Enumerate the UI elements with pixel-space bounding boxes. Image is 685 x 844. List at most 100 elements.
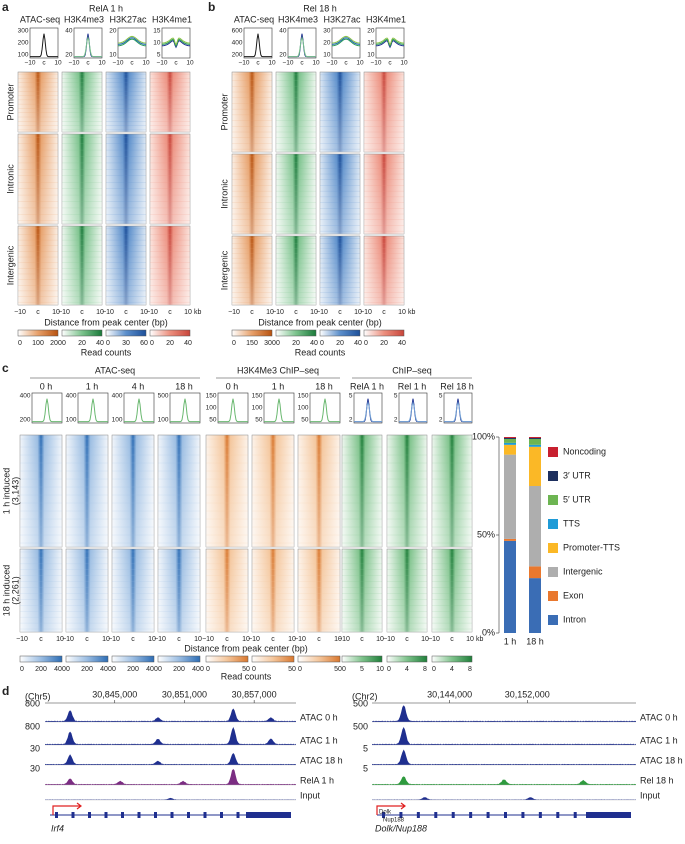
profile-y-tick: 2 [439,417,443,424]
colorbar-tick: 300 [264,340,276,347]
track-name: Input [640,790,661,800]
x-unit: kb [408,309,416,316]
heatmap-fade [364,154,404,234]
profile-y-tick: 5 [439,393,443,400]
y-tick-label: 0% [482,627,495,637]
profile-y-tick: 20 [279,52,287,59]
x-tick: −10 [62,636,74,643]
gene-exon [399,812,403,818]
x-tick: c [382,309,386,316]
colorbar-tick: 50 [242,666,250,673]
x-axis-label: Distance from peak center (bp) [184,643,308,653]
gene-exon [586,812,631,818]
heatmap-fade [276,236,316,305]
track-signal [372,776,636,785]
row-label: 1 h induced [1,468,11,515]
profile-y-tick: 20 [323,40,331,47]
x-tick: c [294,309,298,316]
profile-line [218,398,248,423]
colorbar-tick: 8 [423,666,427,673]
x-tick: c [80,309,84,316]
colorbar-tick: 40 [310,340,318,347]
bar-segment [504,438,516,443]
profile-x-tick: −10 [238,60,249,67]
x-tick: −10 [102,309,114,316]
profile-y-tick: 15 [153,28,161,35]
x-tick: −10 [428,636,440,643]
profile-box [29,27,59,59]
colorbar-tick: 20 [380,340,388,347]
colorbar [65,655,109,663]
colorbar-label: Read counts [295,347,346,357]
gene-exon [187,812,190,818]
panel-title: Rel 18 h [303,3,337,13]
column-title: H3K4me3 [64,14,104,24]
gene-exon [538,812,542,818]
colorbar-tick: 400 [192,666,204,673]
x-tick: −10 [294,636,306,643]
track-scale: 5 [363,743,368,753]
heatmap-fade [106,72,146,132]
track-name: Rel 18 h [640,775,674,785]
track-name: ATAC 18 h [300,755,343,765]
y-tick-label: 100% [472,431,495,441]
gene-exon [104,812,108,818]
column-title: 1 h [86,381,99,391]
row-label: Promoter [5,83,15,120]
gene-exon [246,812,291,818]
colorbar [205,655,249,663]
x-tick: −10 [58,309,70,316]
bar-segment [504,437,516,438]
profile-x-tick: c [130,60,134,67]
x-tick: 10 [140,309,148,316]
profile-x-tick: 10 [400,60,408,67]
track-name: ATAC 0 h [300,712,338,722]
heatmap-fade [276,72,316,152]
profile-y-tick: 2 [349,417,353,424]
heatmap-fade [150,72,190,132]
colorbar-tick: 30 [122,340,130,347]
column-title: H3K27ac [109,14,147,24]
colorbar-tick: 200 [127,666,139,673]
column-title: RelA 1 h [350,381,384,391]
heatmap-fade [298,435,340,547]
heatmap-fade [20,549,62,632]
track-scale: 500 [353,698,368,708]
heatmap-fade [276,154,316,234]
column-title: 0 h [226,381,239,391]
profile-x-tick: 10 [356,60,364,67]
x-tick: −10 [146,309,158,316]
gene-exon [504,812,507,818]
track-scale: 30 [30,743,40,753]
heatmap-fade [432,549,472,632]
y-tick-label: 50% [477,529,495,539]
coordinate-label: 30,851,000 [162,689,207,699]
colorbar-tick: 200 [35,666,47,673]
profile-box [375,27,405,59]
colorbar [19,655,63,663]
gene-exon [71,812,75,818]
profile-line [161,38,191,48]
colorbar [297,655,341,663]
profile-x-tick: c [300,60,304,67]
bar-segment [504,444,516,455]
colorbar-label: Read counts [221,671,272,681]
legend-swatch [548,567,558,577]
x-tick: c [124,309,128,316]
heatmap-fade [342,549,382,632]
profile-line [288,36,316,58]
track-name: ATAC 18 h [640,755,683,765]
column-title: H3K4me1 [366,14,406,24]
heatmap-fade [432,435,472,547]
x-tick: 10 [194,636,202,643]
heatmap-fade [232,154,272,234]
profile-box [309,392,341,424]
legend-swatch [548,615,558,625]
colorbar-tick: 0 [18,340,22,347]
colorbar-tick: 0 [342,666,346,673]
colorbar-tick: 200 [81,666,93,673]
track-scale: 500 [353,721,368,731]
colorbar-tick: 50 [334,666,342,673]
colorbar-tick: 40 [354,340,362,347]
heatmap-fade [320,236,360,305]
